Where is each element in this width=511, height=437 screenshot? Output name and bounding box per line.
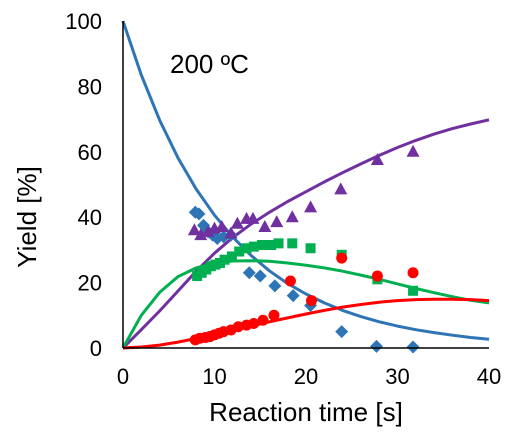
data-point-triangle <box>285 210 299 223</box>
axes <box>122 21 489 349</box>
data-point-triangle <box>230 216 244 229</box>
x-tick-label: 20 <box>294 364 318 389</box>
data-point-circle <box>336 252 348 264</box>
data-point-diamond <box>335 325 349 339</box>
data-point-square <box>287 238 298 249</box>
data-point-triangle <box>194 228 208 241</box>
data-point-square <box>226 251 237 262</box>
data-point-diamond <box>192 207 206 221</box>
fit-line-triangle <box>121 118 490 350</box>
data-point-circle <box>248 317 260 329</box>
data-point-triangle <box>258 220 272 233</box>
data-point-triangle <box>187 223 201 236</box>
data-point-triangle <box>334 182 348 195</box>
data-point-square <box>248 241 259 252</box>
x-tick-label: 0 <box>117 364 129 389</box>
data-point-triangle <box>224 226 238 239</box>
data-point-circle <box>268 309 280 321</box>
data-point-square <box>408 285 419 296</box>
data-point-circle <box>407 267 419 279</box>
data-point-square <box>305 243 316 254</box>
data-point-square <box>273 238 284 249</box>
data-point-triangle <box>201 224 215 237</box>
data-point-square <box>266 239 277 250</box>
x-tick-label: 30 <box>385 364 409 389</box>
data-point-triangle <box>406 144 420 157</box>
data-point-diamond <box>406 340 420 354</box>
y-tick-label: 40 <box>78 205 102 230</box>
x-tick-label: 40 <box>477 364 501 389</box>
fit-line-circle <box>122 297 490 350</box>
data-point-circle <box>232 321 244 333</box>
data-point-circle <box>305 295 317 307</box>
data-markers <box>187 144 420 354</box>
x-axis-label: Reaction time [s] <box>209 397 403 427</box>
y-tick-label: 80 <box>78 74 102 99</box>
data-point-triangle <box>215 220 229 233</box>
y-tick-label: 0 <box>90 336 102 361</box>
x-tick-labels: 0 10 20 30 40 <box>117 364 501 389</box>
data-point-circle <box>371 270 383 282</box>
data-point-diamond <box>268 279 282 293</box>
data-point-square <box>241 243 252 254</box>
data-point-circle <box>257 314 269 326</box>
data-point-diamond <box>253 269 267 283</box>
y-tick-label: 60 <box>78 140 102 165</box>
fit-line-square <box>121 259 490 349</box>
fit-line-diamond <box>121 20 490 341</box>
data-point-square <box>257 239 268 250</box>
x-tick-label: 10 <box>202 364 226 389</box>
data-point-square <box>219 254 230 265</box>
data-point-triangle <box>304 200 318 213</box>
data-point-triangle <box>370 152 384 165</box>
y-tick-label: 20 <box>78 271 102 296</box>
data-point-circle <box>284 275 296 287</box>
y-tick-labels: 0 20 40 60 80 100 <box>65 9 102 361</box>
y-axis-label: Yield [%] <box>12 166 42 268</box>
y-tick-label: 100 <box>65 9 102 34</box>
data-point-diamond <box>369 339 383 353</box>
data-point-square <box>234 246 245 257</box>
fit-curves <box>121 20 490 350</box>
data-point-triangle <box>270 215 284 228</box>
data-point-triangle <box>246 211 260 224</box>
data-point-diamond <box>286 289 300 303</box>
temperature-annotation: 200 ºC <box>170 49 249 79</box>
data-point-diamond <box>242 266 256 280</box>
